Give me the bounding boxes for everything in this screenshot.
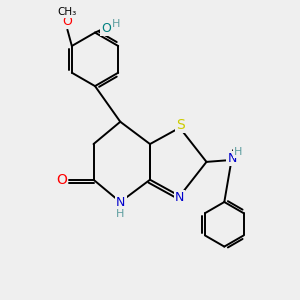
Text: O: O <box>62 15 72 28</box>
Text: N: N <box>227 152 237 165</box>
Text: CH₃: CH₃ <box>58 7 77 17</box>
Text: O: O <box>56 173 67 187</box>
Text: H: H <box>116 209 124 219</box>
Text: S: S <box>176 118 185 132</box>
Text: N: N <box>116 196 126 209</box>
Text: H: H <box>234 147 242 157</box>
Text: N: N <box>175 191 184 204</box>
Text: H: H <box>112 19 120 29</box>
Text: O: O <box>101 22 111 34</box>
